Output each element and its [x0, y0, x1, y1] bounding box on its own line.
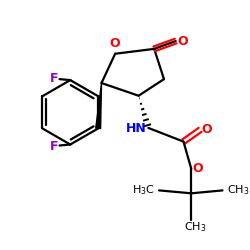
Text: O: O: [193, 162, 203, 175]
Text: CH$_3$: CH$_3$: [227, 184, 250, 197]
Text: H$_3$C: H$_3$C: [132, 184, 155, 197]
Text: O: O: [177, 34, 188, 48]
Text: O: O: [109, 38, 120, 51]
Text: O: O: [202, 124, 212, 136]
Polygon shape: [96, 83, 102, 128]
Text: F: F: [50, 140, 58, 153]
Text: F: F: [50, 72, 58, 85]
Text: CH$_3$: CH$_3$: [184, 220, 206, 234]
Text: HN: HN: [126, 122, 146, 136]
